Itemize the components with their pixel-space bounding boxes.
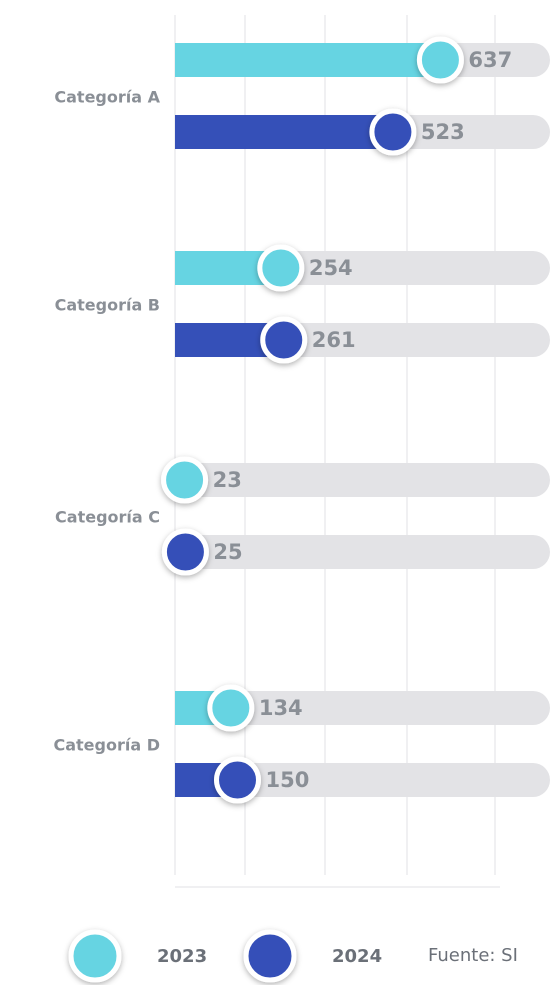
- bar-start: [175, 43, 177, 77]
- value-label: 523: [421, 120, 465, 144]
- value-label: 254: [309, 256, 353, 280]
- bar-marker: [260, 247, 302, 289]
- chart: Fuente: SI Categoría A Categoría B Categor…: [0, 0, 553, 985]
- bar-marker: [217, 759, 259, 801]
- bar-marker: [164, 531, 206, 573]
- bar-start: [175, 115, 177, 149]
- legend-marker: [246, 932, 294, 980]
- bar-start: [175, 323, 177, 357]
- bar-marker: [372, 111, 414, 153]
- bar-marker: [164, 459, 206, 501]
- bar: [175, 115, 393, 149]
- value-label: 23: [213, 468, 242, 492]
- bar-marker: [263, 319, 305, 361]
- bar: [175, 43, 440, 77]
- bar-marker: [419, 39, 461, 81]
- value-label: 261: [312, 328, 356, 352]
- category-label: Categoría B: [55, 296, 160, 315]
- category-label: Categoría A: [54, 88, 160, 107]
- value-label: 134: [259, 696, 303, 720]
- category-label: Categoría C: [55, 508, 160, 527]
- bar-marker: [210, 687, 252, 729]
- source: Fuente: SI: [428, 945, 518, 966]
- legend-marker: [71, 932, 119, 980]
- value-label: 150: [266, 768, 310, 792]
- bar-start: [175, 691, 177, 725]
- bar-start: [175, 251, 177, 285]
- value-label: 25: [213, 540, 242, 564]
- bar-start: [175, 763, 177, 797]
- category-label: Categoría D: [53, 736, 160, 755]
- value-label: 637: [468, 48, 512, 72]
- legend-label: 2024: [332, 946, 382, 967]
- legend-label: 2023: [157, 946, 207, 967]
